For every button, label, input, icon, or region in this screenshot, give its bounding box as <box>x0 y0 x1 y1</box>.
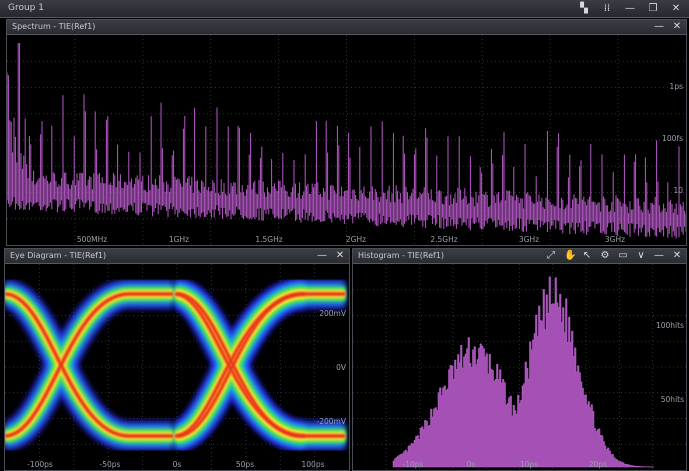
spectrum-x-tick: 2.5GHz <box>430 235 457 244</box>
eye-x-tick: 0s <box>173 460 182 469</box>
eye-x-tick: -50ps <box>100 460 121 469</box>
eye-plot[interactable]: -100ps -50ps 0s 50ps 100ps 200mV 0V -200mV <box>5 264 349 470</box>
eye-diagram-pane: Eye Diagram - TIE(Ref1) — ✕ -100ps -50ps 0… <box>4 248 350 471</box>
spectrum-title: Spectrum - TIE(Ref1) <box>12 22 96 31</box>
eye-y-tick: 200mV <box>319 309 347 318</box>
spectrum-x-tick: 500MHz <box>77 235 107 244</box>
hist-x-tick: 10ps <box>520 460 538 469</box>
eye-y-tick: 0V <box>336 363 347 372</box>
minimize-icon[interactable]: — <box>654 21 664 32</box>
group-window-controls: ▚ ⁞⁞ — ❐ ✕ <box>577 2 683 15</box>
eye-svg: -100ps -50ps 0s 50ps 100ps 200mV 0V -200mV <box>5 264 349 470</box>
hist-plot[interactable]: -10ps 0s 10ps 20ps 100hits 50hits <box>353 264 686 470</box>
eye-x-tick: -100ps <box>27 460 53 469</box>
spectrum-x-tick: 2GHz <box>346 235 366 244</box>
hist-svg: -10ps 0s 10ps 20ps 100hits 50hits <box>353 264 686 470</box>
eye-x-tick: 50ps <box>236 460 254 469</box>
chevron-icon[interactable]: ∨ <box>637 250 645 261</box>
minimize-icon[interactable]: — <box>625 3 635 14</box>
spectrum-x-tick: 3GHz <box>605 235 625 244</box>
spectrum-x-tick: 3GHz <box>519 235 539 244</box>
hist-x-tick: 20ps <box>589 460 607 469</box>
eye-trace-band <box>5 292 173 438</box>
eye-trace-band <box>174 292 306 438</box>
minimize-icon[interactable]: — <box>317 250 327 261</box>
close-icon[interactable]: ✕ <box>672 250 682 261</box>
close-icon[interactable]: ✕ <box>672 21 682 32</box>
spectrum-header: Spectrum - TIE(Ref1) — ✕ <box>7 20 686 35</box>
spectrum-y-tick: 100fs <box>662 134 683 143</box>
spectrum-svg: 500MHz 1GHz 1.5GHz 2GHz 2.5GHz 3GHz 3GHz 1ps 100… <box>7 35 686 245</box>
eye-header: Eye Diagram - TIE(Ref1) — ✕ <box>5 249 349 264</box>
hand-icon[interactable]: ✋ <box>564 250 577 261</box>
eye-y-tick: -200mV <box>317 417 347 426</box>
cursor-icon[interactable]: ↖ <box>582 250 592 261</box>
spectrum-y-tick: 1ps <box>670 82 684 91</box>
hist-y-tick: 50hits <box>661 395 684 404</box>
spectrum-x-tick: 1GHz <box>169 235 189 244</box>
group-title-bar: Group 1 ▚ ⁞⁞ — ❐ ✕ <box>0 0 689 18</box>
hist-x-tick: 0s <box>467 460 476 469</box>
eye-title: Eye Diagram - TIE(Ref1) <box>10 251 107 260</box>
settings-icon[interactable]: ⚙ <box>600 250 610 261</box>
spectrum-y-tick: 10 <box>673 186 683 195</box>
hist-title: Histogram - TIE(Ref1) <box>358 251 445 260</box>
restore-icon[interactable]: ❐ <box>648 3 658 14</box>
minimize-icon[interactable]: — <box>654 250 664 261</box>
spectrum-plot[interactable]: 500MHz 1GHz 1.5GHz 2GHz 2.5GHz 3GHz 3GHz 1ps 100… <box>7 35 686 245</box>
hist-x-tick: -10ps <box>403 460 424 469</box>
fit-icon[interactable]: ⤢ <box>547 250 555 261</box>
layout-icon[interactable]: ▚ <box>580 3 588 14</box>
close-icon[interactable]: ✕ <box>671 3 681 14</box>
grid-icon[interactable]: ⁞⁞ <box>603 3 611 14</box>
eye-x-tick: 100ps <box>302 460 325 469</box>
spectrum-x-tick: 1.5GHz <box>255 235 282 244</box>
display-icon[interactable]: ▭ <box>618 250 628 261</box>
group-title: Group 1 <box>8 3 44 13</box>
spectrum-trace <box>7 43 686 239</box>
hist-header: Histogram - TIE(Ref1) ⤢ ✋ ↖ ⚙ ▭ ∨ — ✕ <box>353 249 686 264</box>
close-icon[interactable]: ✕ <box>335 250 345 261</box>
histogram-pane: Histogram - TIE(Ref1) ⤢ ✋ ↖ ⚙ ▭ ∨ — ✕ -1… <box>352 248 687 471</box>
hist-y-tick: 100hits <box>656 321 684 330</box>
eye-trace-band <box>5 292 173 438</box>
histogram-bars <box>392 276 655 468</box>
spectrum-pane: Spectrum - TIE(Ref1) — ✕ 500MHz 1GHz 1.5GH… <box>6 19 687 246</box>
